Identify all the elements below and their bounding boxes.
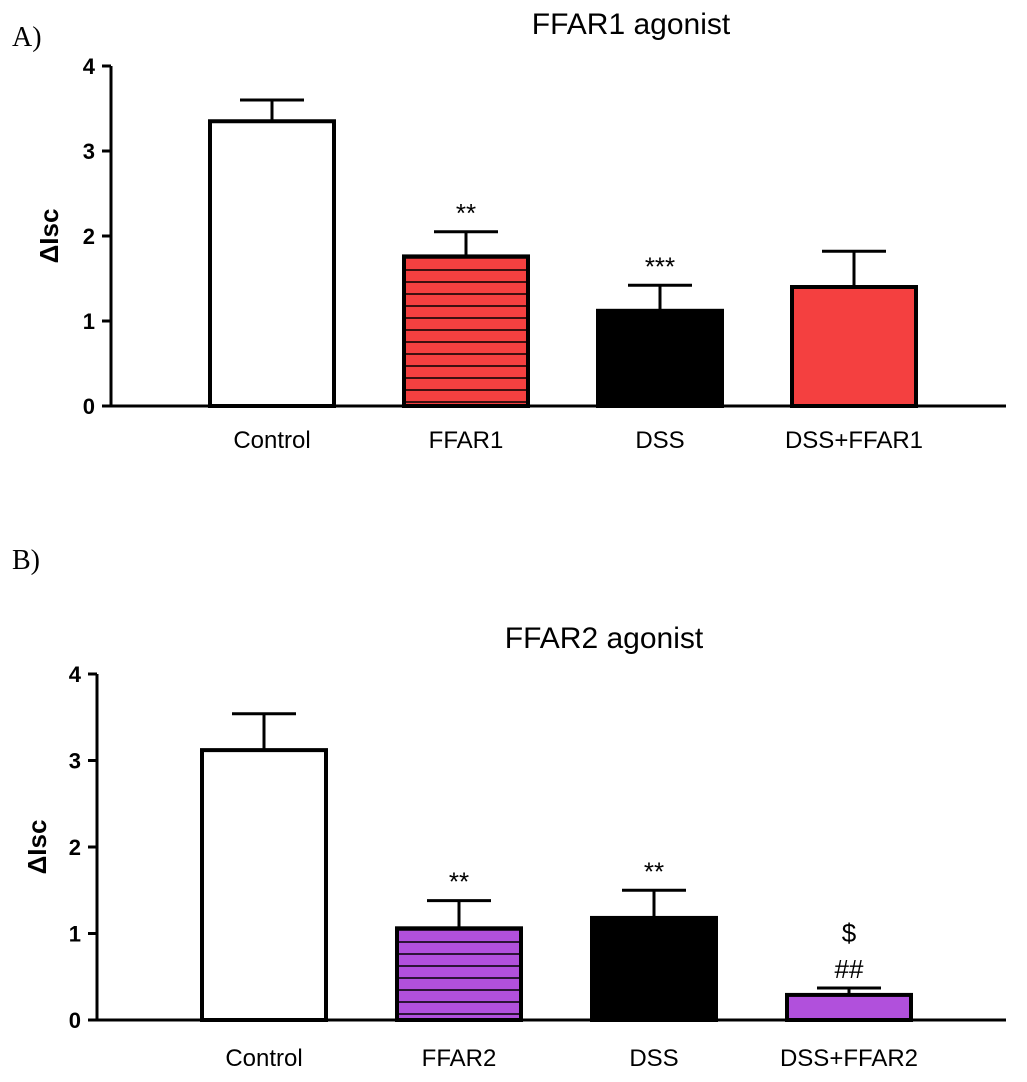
y-axis-label: ΔIsc: [22, 820, 52, 875]
bar-dss-ffar1: [790, 285, 918, 408]
bar-dss: [596, 308, 724, 408]
y-tick-label: 1: [83, 309, 95, 334]
chart-title: FFAR2 agonist: [505, 622, 704, 655]
y-tick-label: 0: [83, 394, 95, 419]
significance-marker: **: [449, 867, 469, 897]
x-tick-label: Control: [225, 1045, 302, 1072]
significance-marker: **: [644, 856, 664, 886]
x-tick-label: DSS: [629, 1045, 678, 1072]
x-tick-label: DSS+FFAR2: [780, 1045, 918, 1072]
y-tick-label: 0: [69, 1008, 81, 1033]
chart-title: FFAR1 agonist: [532, 8, 731, 41]
significance-marker: ##: [835, 954, 864, 984]
bar-ffar2: [395, 926, 523, 1022]
x-tick-label: DSS: [635, 427, 684, 454]
bar-dss-ffar2: [785, 992, 913, 1022]
y-tick-label: 1: [69, 922, 81, 947]
bar-dss: [590, 915, 718, 1022]
significance-marker: **: [456, 198, 476, 228]
bar-control: [208, 119, 336, 408]
significance-marker-top: $: [842, 918, 857, 948]
y-tick-label: 4: [69, 662, 82, 687]
panel-a-label: A): [12, 22, 42, 53]
x-tick-label: Control: [233, 427, 310, 454]
y-tick-label: 3: [69, 749, 81, 774]
significance-marker: ***: [645, 251, 675, 281]
y-tick-label: 3: [83, 139, 95, 164]
bar-ffar1: [402, 254, 530, 408]
x-tick-label: DSS+FFAR1: [785, 427, 923, 454]
y-tick-label: 2: [69, 835, 81, 860]
bar-control: [200, 748, 328, 1022]
y-axis-label: ΔIsc: [34, 209, 64, 264]
panel-b-label: B): [12, 545, 40, 576]
y-tick-label: 2: [83, 224, 95, 249]
x-tick-label: FFAR2: [422, 1045, 497, 1072]
y-tick-label: 4: [83, 54, 96, 79]
x-tick-label: FFAR1: [429, 427, 504, 454]
